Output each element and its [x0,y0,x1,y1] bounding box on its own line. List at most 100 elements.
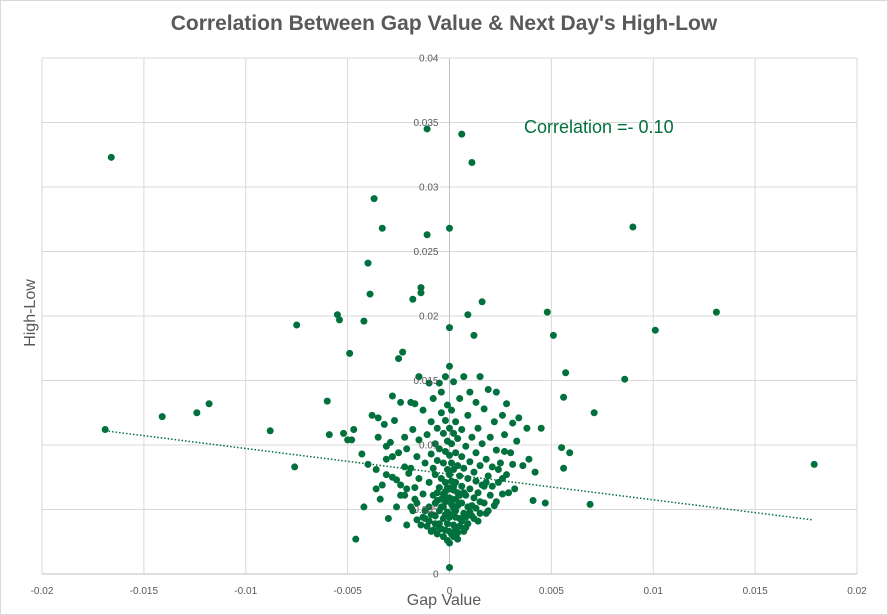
data-point [470,515,478,523]
data-points [101,125,818,572]
data-point [372,466,380,474]
data-point [291,463,299,471]
data-point [435,379,443,387]
data-point [464,311,472,319]
data-point [443,520,451,528]
data-point [476,373,484,381]
data-point [415,436,423,444]
data-point [417,284,425,292]
data-point [446,424,453,432]
data-point [456,395,464,403]
x-tick-label: -0.015 [130,586,159,597]
data-point [549,331,557,339]
data-point [397,491,405,499]
data-point [429,395,437,403]
data-point [382,471,390,479]
data-point [472,504,480,512]
data-point [537,424,545,432]
data-point [376,495,384,503]
data-point [590,409,598,417]
data-point [370,195,378,203]
data-point [448,495,456,503]
data-point [439,459,447,467]
x-tick-label: -0.01 [234,586,257,597]
data-point [382,442,390,450]
data-point [403,445,411,453]
data-point [474,424,482,432]
data-point [413,516,421,524]
data-point [419,490,427,498]
data-point [403,485,411,493]
data-point [498,475,506,483]
data-point [484,507,492,515]
data-point [405,469,413,477]
data-point [441,526,449,534]
data-point [621,375,629,383]
data-point [360,317,368,325]
data-point [372,485,380,493]
data-point [541,499,549,507]
y-tick-label: 0.015 [413,376,438,387]
data-point [448,406,456,414]
data-point [466,458,474,466]
data-point [411,495,419,503]
correlation-annotation: Correlation =- 0.10 [524,117,674,137]
data-point [425,379,433,387]
data-point [429,526,437,534]
data-point [433,489,441,497]
data-point [374,433,382,441]
data-point [323,397,331,405]
data-point [421,459,429,467]
data-point [462,513,470,521]
data-point [423,231,431,239]
data-point [415,373,423,381]
data-point [446,224,453,232]
data-point [401,463,409,471]
data-point [450,378,458,386]
data-point [490,418,498,426]
data-point [437,409,445,417]
data-point [193,409,201,417]
data-point [352,535,360,543]
data-point [441,416,449,424]
data-point [450,482,458,490]
data-point [458,482,466,490]
data-point [454,529,462,537]
data-point [384,515,392,523]
data-point [437,495,445,503]
data-point [484,386,492,394]
data-point [443,401,451,409]
data-point [482,478,490,486]
data-point [507,449,515,457]
data-point [393,476,401,484]
data-point [460,489,468,497]
data-point [448,459,456,467]
data-point [293,321,301,329]
data-point [374,414,382,422]
data-point [498,411,506,419]
data-point [427,450,435,458]
data-point [458,426,466,434]
data-point [488,463,496,471]
y-tick-label: 0.035 [413,118,438,129]
data-point [492,446,500,454]
y-tick-label: 0.025 [413,247,438,258]
data-point [399,348,407,356]
data-point [466,508,474,516]
data-point [543,308,551,316]
data-point [446,451,453,459]
data-point [476,462,484,470]
data-point [415,475,423,483]
data-point [566,449,574,457]
data-point [427,511,435,519]
data-point [366,290,374,298]
data-point [348,436,356,444]
data-point [340,429,348,437]
data-point [433,456,441,464]
data-point [446,324,453,332]
data-point [464,520,472,528]
x-tick-label: 0.015 [743,586,768,597]
data-point [462,442,470,450]
data-point [407,503,415,511]
